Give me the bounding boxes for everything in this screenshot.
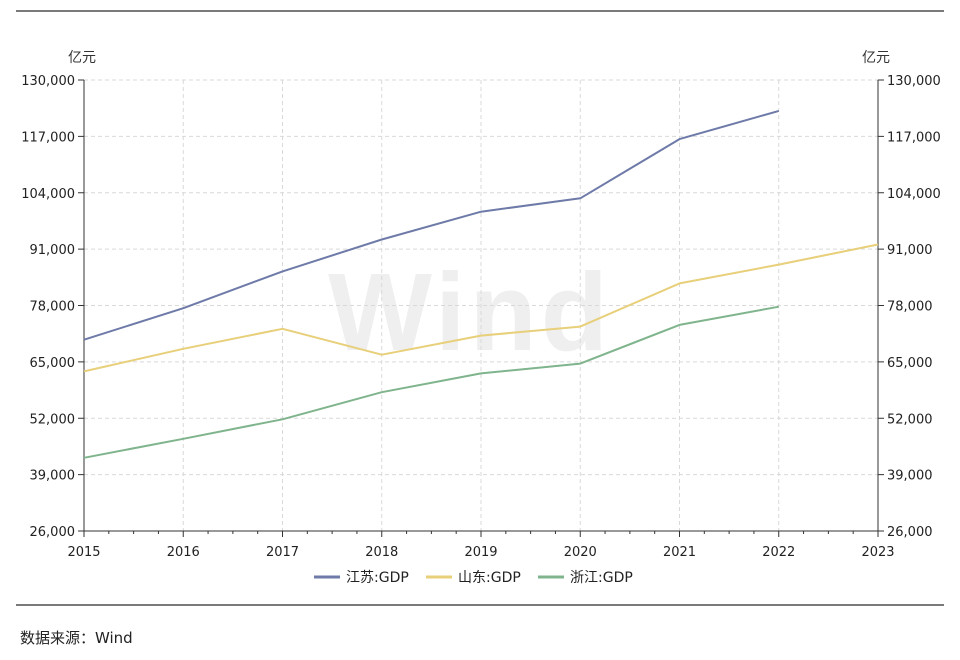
x-tick-label: 2019 — [464, 545, 497, 560]
x-tick-label: 2022 — [762, 545, 795, 560]
x-tick-label: 2023 — [861, 545, 894, 560]
x-axis-ticks: 2015 2016 2017 2018 2019 2020 2021 2022 2023 — [67, 531, 895, 560]
y-right-tick-label: 65,000 — [887, 356, 933, 371]
top-rule — [16, 10, 944, 12]
y-left-tick-label: 104,000 — [21, 187, 75, 202]
watermark: Wind — [328, 251, 612, 374]
y-left-tick-label: 78,000 — [30, 300, 76, 315]
series-line-3 — [83, 305, 779, 459]
x-tick-label: 2018 — [365, 545, 398, 560]
grid-lines — [84, 79, 878, 531]
legend: 江苏:GDP 山东:GDP 浙江:GDP — [314, 570, 633, 586]
series-line-2 — [83, 243, 879, 373]
y-left-tick-label: 130,000 — [21, 74, 75, 89]
y-right-tick-label: 78,000 — [887, 300, 933, 315]
y-axis-right-ticks: 130,000 117,000 104,000 91,000 78,000 65,000 5… — [878, 74, 941, 540]
x-tick-label: 2020 — [564, 545, 597, 560]
y-right-tick-label: 39,000 — [887, 469, 933, 484]
y-right-tick-label: 26,000 — [887, 525, 933, 540]
y-axis-left-ticks: 130,000 117,000 104,000 91,000 78,000 65,000 5… — [21, 74, 84, 540]
x-tick-label: 2015 — [67, 545, 100, 560]
y-left-tick-label: 52,000 — [30, 412, 76, 427]
bottom-rule — [16, 604, 944, 606]
legend-label-2: 山东:GDP — [458, 570, 521, 586]
y-unit-left: 亿元 — [68, 50, 96, 66]
y-left-tick-label: 91,000 — [30, 243, 76, 258]
y-left-tick-label: 65,000 — [30, 356, 76, 371]
y-left-tick-label: 39,000 — [30, 469, 76, 484]
y-right-tick-label: 117,000 — [887, 130, 941, 145]
y-right-tick-label: 104,000 — [887, 187, 941, 202]
legend-label-1: 江苏:GDP — [346, 570, 409, 586]
y-right-tick-label: 52,000 — [887, 412, 933, 427]
y-right-tick-label: 130,000 — [887, 74, 941, 89]
legend-label-3: 浙江:GDP — [570, 570, 633, 586]
y-left-tick-label: 26,000 — [30, 525, 76, 540]
source-note: 数据来源：Wind — [20, 629, 133, 647]
y-right-tick-label: 91,000 — [887, 243, 933, 258]
series-lines — [83, 109, 879, 459]
y-unit-right: 亿元 — [862, 50, 890, 66]
x-tick-label: 2017 — [266, 545, 299, 560]
y-left-tick-label: 117,000 — [21, 130, 75, 145]
x-tick-label: 2016 — [167, 545, 200, 560]
series-line-1 — [83, 109, 780, 341]
x-tick-label: 2021 — [663, 545, 696, 560]
